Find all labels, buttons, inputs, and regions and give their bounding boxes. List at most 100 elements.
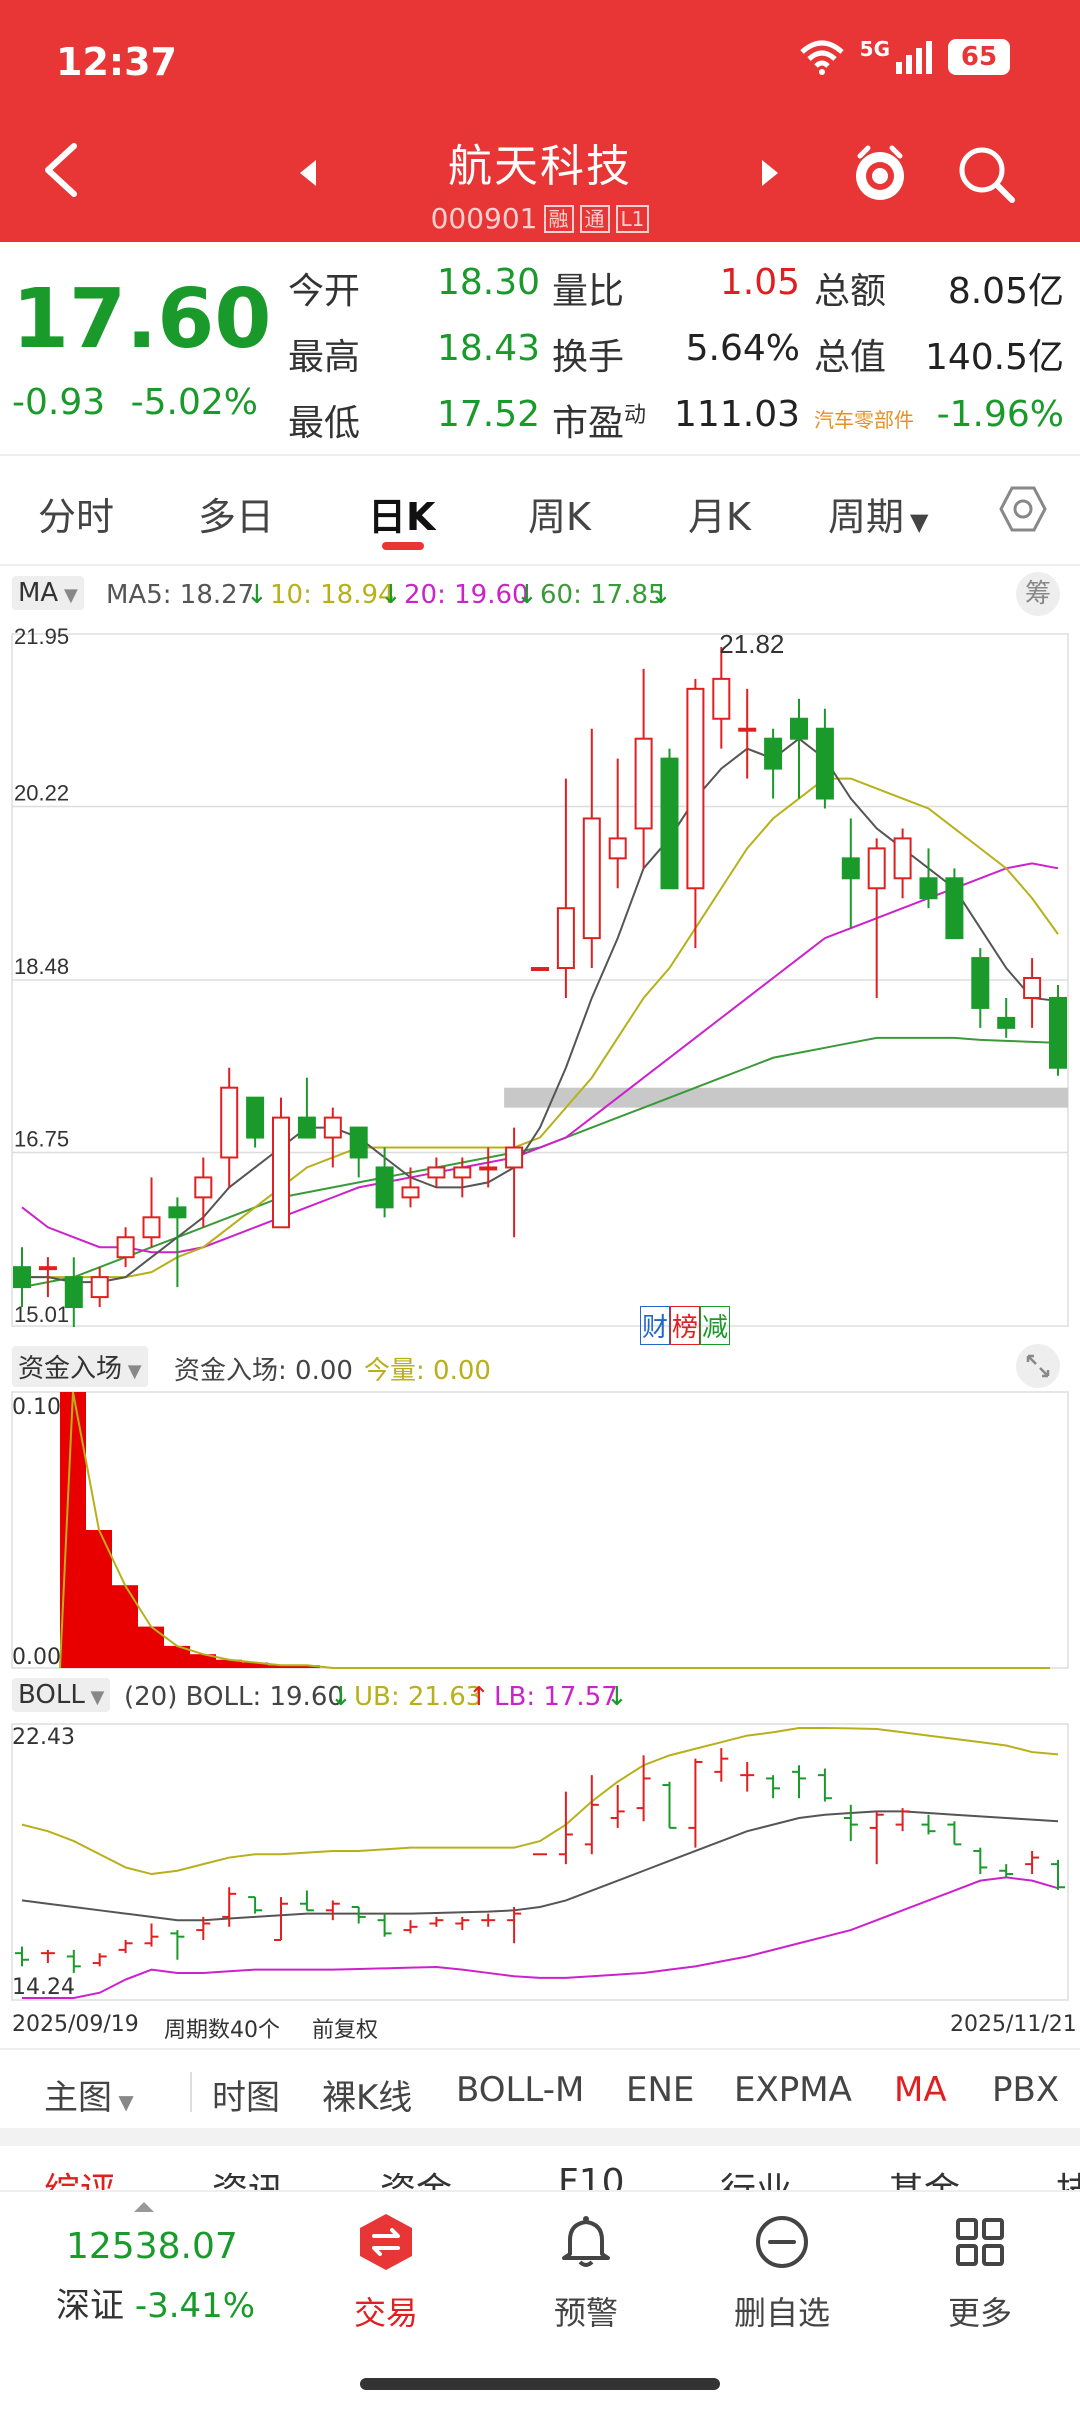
today-volume-value: 今量: 0.00 xyxy=(364,1356,491,1386)
expand-icon[interactable] xyxy=(1016,1344,1060,1388)
nav-remove-watchlist[interactable]: 删自选 xyxy=(702,2212,862,2334)
chevron-down-icon: ▼ xyxy=(112,2090,134,2114)
boll-chart[interactable]: 22.43 14.24 xyxy=(0,1722,1080,2012)
label-volume-ratio: 量比 xyxy=(552,271,625,312)
candle-body xyxy=(38,1266,57,1271)
section-gap xyxy=(0,2128,1080,2146)
fund-bar xyxy=(60,1392,86,1668)
candle-body xyxy=(1023,977,1042,999)
quote-panel: 17.60 -0.93 -5.02% 今开 18.30 量比 1.05 总额 8… xyxy=(0,242,1080,454)
candle-body xyxy=(790,717,808,740)
chip-distribution-button[interactable]: 筹 xyxy=(1016,572,1060,616)
boll-ub-value: UB: 21.63 xyxy=(354,1682,483,1712)
wifi-icon xyxy=(799,40,844,75)
nav-more-label: 更多 xyxy=(947,2294,1012,2332)
change-percent: -5.02% xyxy=(130,382,258,423)
boll-selector[interactable]: BOLL ▼ xyxy=(12,1678,111,1712)
candle-body xyxy=(453,1166,472,1179)
candlestick-chart[interactable]: 21.95 20.22 18.48 16.75 15.01 21.82 xyxy=(0,622,1080,1340)
fund-selector[interactable]: 资金入场 ▼ xyxy=(12,1346,148,1387)
menu-pbx[interactable]: PBX xyxy=(992,2070,1060,2110)
tab-weekly-k[interactable]: 周K xyxy=(528,495,591,539)
chevron-down-icon: ▼ xyxy=(58,585,78,606)
tag-tong: 通 xyxy=(579,204,610,233)
tab-multi-day[interactable]: 多日 xyxy=(198,495,275,539)
candle-body xyxy=(349,1126,368,1159)
candle-body xyxy=(815,727,834,800)
menu-ene[interactable]: ENE xyxy=(626,2070,695,2110)
candle-body xyxy=(945,877,964,940)
tab-industry[interactable]: 行业 xyxy=(720,2162,792,2190)
divider xyxy=(0,454,1080,456)
tab-funds[interactable]: 资金 xyxy=(380,2162,452,2190)
industry-link[interactable]: 汽车零部件 xyxy=(814,408,914,432)
boll-ub-line xyxy=(21,1727,1059,1876)
candle-body xyxy=(660,757,679,890)
index-value[interactable]: 12538.07 xyxy=(66,2226,238,2267)
mascot-icon[interactable] xyxy=(848,140,912,204)
candle-body xyxy=(272,1116,290,1229)
ma10-line xyxy=(22,777,1059,1279)
menu-expma[interactable]: EXPMA xyxy=(734,2070,852,2110)
ma60-value: 60: 17.85 xyxy=(540,580,665,610)
nav-more[interactable]: 更多 xyxy=(900,2212,1060,2334)
search-icon[interactable] xyxy=(954,142,1018,206)
stock-code: 000901 xyxy=(430,202,538,235)
menu-divider xyxy=(190,2072,192,2112)
label-turnover-amount: 总额 xyxy=(814,271,887,312)
prev-stock-button[interactable] xyxy=(296,158,320,188)
info-tabs: 综评 资讯 资金 F10 行业 基金 技 xyxy=(0,2146,1080,2190)
start-date: 2025/09/19 xyxy=(12,2012,139,2037)
boll-mid-line xyxy=(21,1810,1059,1922)
nav-trade[interactable]: 交易 xyxy=(306,2212,466,2334)
tab-tech[interactable]: 技 xyxy=(1056,2162,1080,2190)
next-stock-button[interactable] xyxy=(758,158,782,188)
chevron-down-icon: ▼ xyxy=(910,508,929,536)
tab-intraday[interactable]: 分时 xyxy=(38,495,115,539)
menu-boll-m[interactable]: BOLL-M xyxy=(456,2070,585,2110)
ma10-arrow: ↓ xyxy=(380,580,402,610)
boll-mid-arrow: ↓ xyxy=(330,1682,352,1712)
value-industry-change: -1.96% xyxy=(936,394,1064,435)
label-high: 最高 xyxy=(288,337,361,378)
finance-badge[interactable]: 财 榜 减 xyxy=(640,1306,731,1345)
fund-frame xyxy=(11,1391,1069,1669)
minus-circle-icon xyxy=(756,2216,808,2268)
menu-ma[interactable]: MA xyxy=(894,2070,947,2110)
menu-main-chart[interactable]: 主图 ▼ xyxy=(44,2078,134,2118)
tab-period[interactable]: 周期 ▼ xyxy=(828,495,929,539)
y-axis-label: 16.75 xyxy=(14,1127,69,1152)
y-axis-label: 20.22 xyxy=(14,781,69,806)
bell-icon xyxy=(562,2216,610,2267)
menu-time-chart[interactable]: 时图 xyxy=(212,2078,280,2118)
fund-y-bottom: 0.00 xyxy=(12,1645,61,1670)
adjust-type[interactable]: 前复权 xyxy=(312,2018,379,2043)
y-axis-label: 15.01 xyxy=(14,1302,69,1327)
ma60-arrow: ↓ xyxy=(650,580,672,610)
back-button[interactable] xyxy=(36,140,86,200)
chevron-up-icon[interactable] xyxy=(132,2198,156,2214)
tab-daily-k[interactable]: 日K xyxy=(368,495,436,539)
boll-mid-value: (20) BOLL: 19.60 xyxy=(124,1682,344,1712)
value-pe: 111.03 xyxy=(674,394,800,435)
ma-selector[interactable]: MA ▼ xyxy=(12,576,84,610)
tab-news[interactable]: 资讯 xyxy=(212,2162,284,2190)
settings-hex-icon[interactable] xyxy=(998,484,1048,534)
ma20-arrow: ↓ xyxy=(516,580,538,610)
fund-flow-chart[interactable]: 0.10 0.00 xyxy=(0,1390,1080,1672)
tab-overview[interactable]: 综评 xyxy=(44,2162,116,2190)
nav-alert[interactable]: 预警 xyxy=(506,2212,666,2334)
nav-alert-label: 预警 xyxy=(553,2294,618,2332)
fund-panel-header: 资金入场 ▼ 资金入场: 0.00 今量: 0.00 xyxy=(0,1344,1080,1392)
tab-fund[interactable]: 基金 xyxy=(888,2162,960,2190)
tab-f10[interactable]: F10 xyxy=(558,2162,625,2190)
candle-body xyxy=(13,1266,31,1289)
current-price: 17.60 xyxy=(12,272,272,367)
status-time: 12:37 xyxy=(56,40,177,84)
index-info[interactable]: 深证 -3.41% xyxy=(56,2278,255,2327)
tab-monthly-k[interactable]: 月K xyxy=(688,495,751,539)
tag-level: L1 xyxy=(615,204,650,233)
menu-naked-k[interactable]: 裸K线 xyxy=(322,2078,413,2118)
candle-body xyxy=(841,857,860,880)
